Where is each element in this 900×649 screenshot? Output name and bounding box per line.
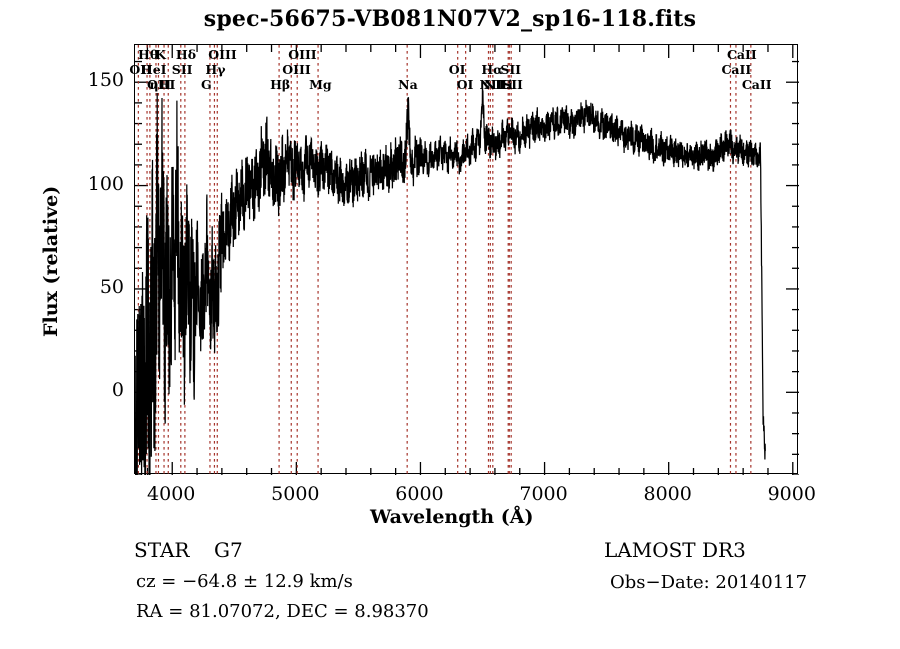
object-type-label: STAR: [134, 538, 190, 562]
x-tick-9000: 9000: [767, 483, 816, 505]
line-label-H-4102: Hδ: [175, 47, 197, 62]
line-label-H-4340: Hγ: [205, 62, 226, 77]
coordinates-label: RA = 81.07072, DEC = 8.98370: [136, 601, 429, 622]
line-label-K-3934: K: [155, 47, 166, 62]
line-label-Mg-5175: Mg: [309, 77, 332, 92]
line-label-OI-6300: OI: [448, 62, 466, 77]
line-label-Na-5893: Na: [398, 77, 418, 92]
y-tick-150: 150: [87, 69, 124, 92]
line-label-CaII-8662: CaII: [741, 77, 772, 92]
line-label-NII-6583: NII: [483, 77, 507, 92]
line-label-SII-6716: SII: [500, 62, 522, 77]
line-label-NII-6548: NII: [479, 77, 503, 92]
line-label-CaII-8542: CaII: [726, 47, 757, 62]
x-tick-4000: 4000: [147, 483, 196, 505]
line-label-H-3968: H: [159, 77, 172, 92]
line-label-H-6563: Hα: [481, 62, 503, 77]
line-label-SII-4069: SII: [171, 62, 193, 77]
x-tick-7000: 7000: [519, 483, 568, 505]
line-label-OIII-4363: OIII: [208, 47, 237, 62]
line-label-H-3797: Hθ: [138, 47, 159, 62]
line-label-H-4861: Hβ: [270, 77, 291, 92]
line-label-CaII-8498: CaII: [721, 62, 752, 77]
line-label--3889: η: [149, 77, 159, 92]
x-tick-8000: 8000: [643, 483, 692, 505]
plot-area: Hθ K Hδ OIII OIII CaII OII HeI SII Hγ OIII OI Hα SII N…: [129, 44, 798, 474]
spectral-class-label: G7: [214, 538, 243, 562]
line-label-OII-3727: OII: [129, 62, 152, 77]
line-label-HeI-3820: HeI: [140, 62, 167, 77]
x-axis-title: Wavelength (Å): [370, 506, 534, 528]
line-label-G-4304: G: [200, 77, 212, 92]
line-label-SII-6731: SII: [502, 77, 523, 92]
spectrum-canvas: [135, 45, 797, 473]
y-tick-0: 0: [111, 379, 124, 402]
survey-label: LAMOST DR3: [604, 538, 746, 562]
line-label-OIII-4959: OIII: [282, 62, 311, 77]
line-label-Li-6707: Li: [499, 77, 513, 92]
x-tick-6000: 6000: [395, 483, 444, 505]
figure-title: spec-56675-VB081N07V2_sp16-118.fits: [203, 6, 697, 32]
obs-date-label: Obs−Date: 20140117: [610, 572, 808, 593]
line-label-OI-6364: OI: [456, 77, 474, 92]
line-label-OIII-5007: OIII: [288, 47, 317, 62]
y-tick-50: 50: [99, 275, 124, 298]
line-label-OIII-3869: OIII: [146, 77, 176, 92]
y-axis-title: Flux (relative): [40, 185, 62, 337]
x-tick-5000: 5000: [271, 483, 320, 505]
y-tick-100: 100: [87, 172, 124, 195]
redshift-velocity-label: cz = −64.8 ± 12.9 km/s: [136, 571, 353, 592]
